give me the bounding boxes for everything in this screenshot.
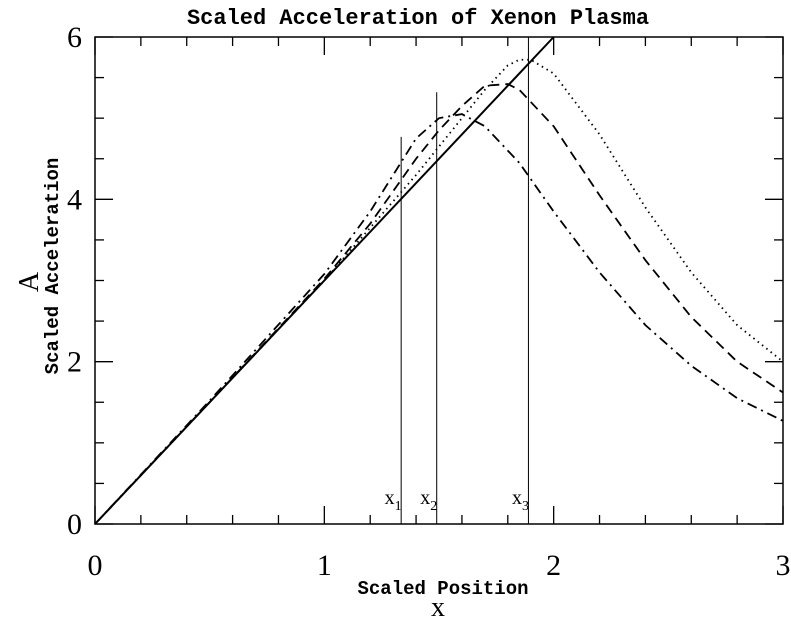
series-line [94, 58, 784, 525]
y-tick-label: 0 [67, 508, 82, 541]
chart-title: Scaled Acceleration of Xenon Plasma [187, 6, 649, 31]
marker-label-subscript: 1 [395, 499, 402, 514]
marker-label-text: x [420, 487, 430, 509]
x-tick-label: 3 [776, 549, 791, 582]
x-tick-label: 0 [88, 549, 103, 582]
series-line [94, 83, 784, 525]
marker-label: x2 [420, 487, 437, 514]
y-tick-label: 4 [67, 183, 82, 216]
y-tick-label: 2 [67, 346, 82, 379]
y-axis-label: A [14, 271, 45, 292]
marker-label-subscript: 2 [430, 499, 437, 514]
marker-label-text: x [385, 487, 395, 509]
x-tick-label: 1 [317, 549, 332, 582]
marker-label: x1 [385, 487, 402, 514]
series-line [94, 113, 784, 525]
y-tick-label: 6 [67, 21, 82, 54]
marker-label-text: x [512, 487, 522, 509]
x-tick-label: 2 [546, 549, 561, 582]
marker-label: x3 [512, 487, 529, 514]
x-axis-label: x [431, 592, 445, 619]
marker-label-subscript: 3 [522, 499, 529, 514]
x-axis-subtitle: Scaled Position [357, 578, 528, 600]
y-axis-subtitle: Scaled Acceleration [42, 158, 64, 375]
